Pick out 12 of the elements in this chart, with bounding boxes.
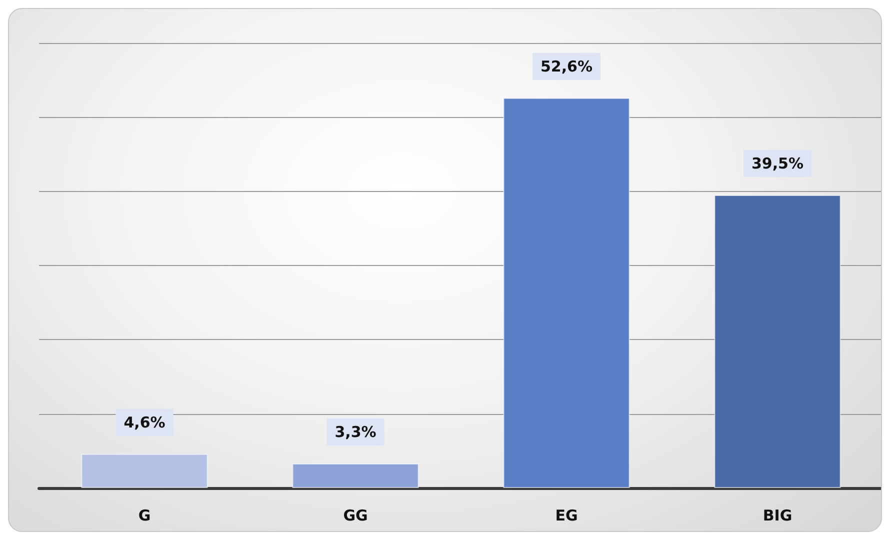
bar: [292, 464, 419, 488]
bar: [503, 98, 630, 488]
x-tick-label: BIG: [762, 506, 792, 524]
x-tick-label: G: [138, 506, 151, 524]
x-tick-label: GG: [343, 506, 368, 524]
data-label: 52,6%: [540, 57, 593, 76]
data-label: 39,5%: [751, 154, 804, 173]
data-label: 4,6%: [124, 413, 166, 432]
x-tick-label: EG: [555, 506, 578, 524]
bar: [81, 454, 208, 488]
bar: [714, 195, 841, 488]
data-label: 3,3%: [334, 423, 376, 442]
